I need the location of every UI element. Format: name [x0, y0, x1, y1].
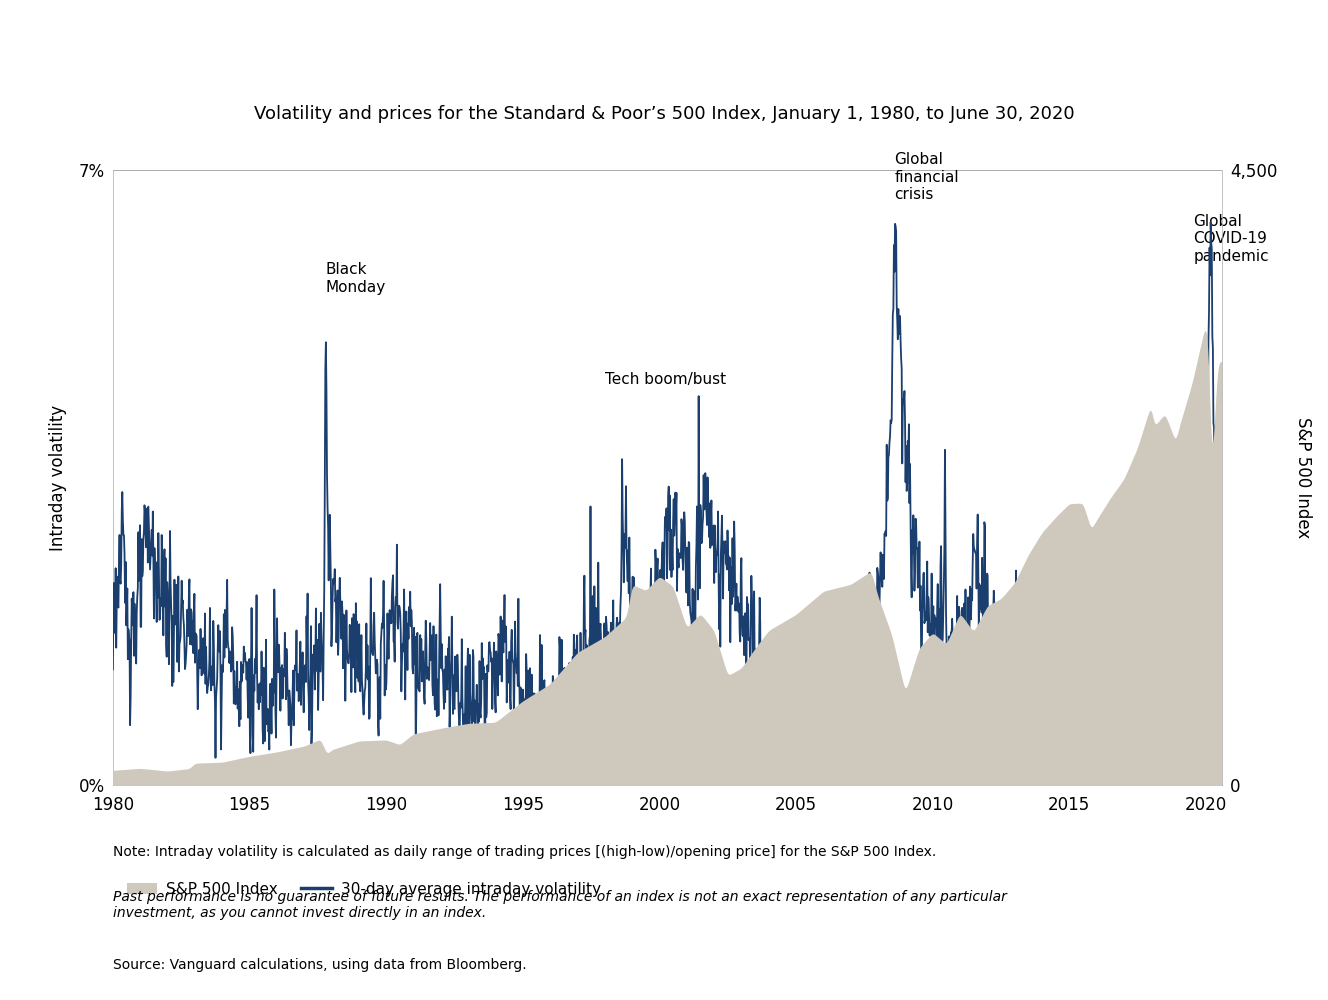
- Text: Black
Monday: Black Monday: [325, 262, 385, 295]
- Text: Source: Vanguard calculations, using data from Bloomberg.: Source: Vanguard calculations, using dat…: [113, 958, 526, 972]
- Text: Volatility and prices for the Standard & Poor’s 500 Index, January 1, 1980, to J: Volatility and prices for the Standard &…: [254, 105, 1074, 123]
- Y-axis label: S&P 500 Index: S&P 500 Index: [1293, 417, 1312, 538]
- Text: Note: Intraday volatility is calculated as daily range of trading prices [(high-: Note: Intraday volatility is calculated …: [113, 845, 936, 859]
- Text: Past performance is no guarantee of future results. The performance of an index : Past performance is no guarantee of futu…: [113, 890, 1007, 920]
- Text: Tech boom/bust: Tech boom/bust: [604, 372, 726, 387]
- Text: Global
financial
crisis: Global financial crisis: [894, 152, 959, 202]
- Y-axis label: Intraday volatility: Intraday volatility: [49, 404, 68, 551]
- Text: Global
COVID-19
pandemic: Global COVID-19 pandemic: [1194, 214, 1270, 264]
- Legend: S&P 500 Index, 30-day average intraday volatility: S&P 500 Index, 30-day average intraday v…: [121, 876, 607, 903]
